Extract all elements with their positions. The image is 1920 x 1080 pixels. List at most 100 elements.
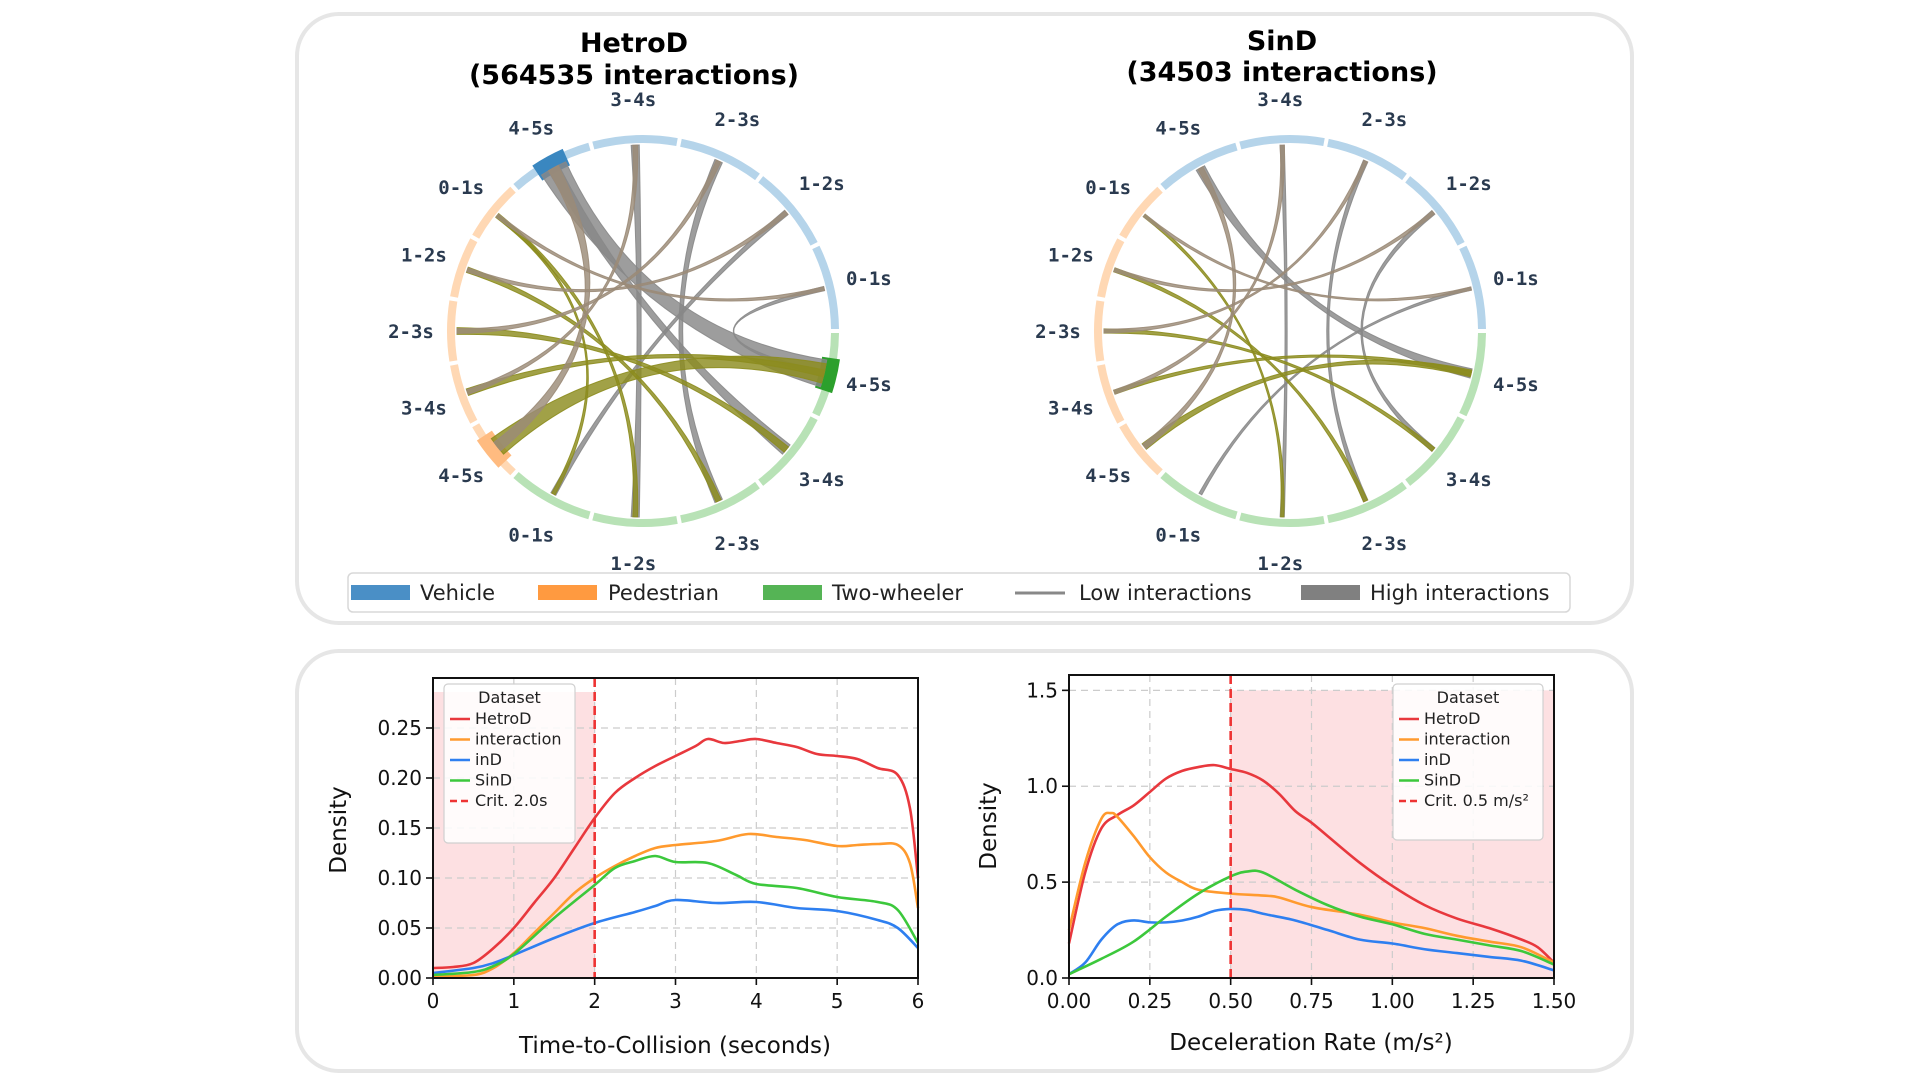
- bin-label: 1-2s: [610, 553, 656, 575]
- chord-pedestrian-two_wheeler: [1142, 213, 1285, 518]
- segment-two_wheeler-3-4s: [1405, 416, 1465, 486]
- segment-pedestrian-1-2s: [1097, 238, 1125, 298]
- chord-pedestrian-vehicle: [1142, 213, 1473, 302]
- bin-label: 2-3s: [714, 109, 760, 131]
- y-tick-label: 0.20: [377, 766, 422, 790]
- bin-label: 4-5s: [1085, 465, 1131, 487]
- segment-two_wheeler-0-1s: [1160, 472, 1238, 520]
- segment-two_wheeler-4-5s: [1459, 332, 1486, 417]
- segment-vehicle-2-3s: [680, 138, 760, 181]
- highlight-vehicle: [532, 148, 571, 181]
- segment-two_wheeler-2-3s: [680, 481, 760, 524]
- bin-label: 0-1s: [1155, 524, 1201, 546]
- bin-label: 2-3s: [388, 321, 434, 343]
- chord-pedestrian-two_wheeler: [456, 327, 790, 453]
- chord-panel: [295, 12, 1634, 625]
- y-tick-label: 1.5: [1026, 678, 1058, 702]
- segment-pedestrian-3-4s: [450, 364, 478, 424]
- bin-label: 3-4s: [799, 469, 845, 491]
- highlight-pedestrian: [476, 430, 512, 468]
- legend-vehicle-label: Vehicle: [420, 581, 495, 605]
- chord-pedestrian-vehicle: [495, 213, 826, 302]
- chord-pedestrian-vehicle: [1103, 159, 1369, 334]
- segment-vehicle-3-4s: [592, 135, 678, 150]
- legend-entry: Crit. 0.5 m/s²: [1424, 791, 1529, 810]
- chord-pedestrian-vehicle: [466, 210, 789, 293]
- segment-vehicle-0-1s: [1459, 245, 1486, 330]
- segment-vehicle-3-4s: [1239, 135, 1325, 150]
- legend-entry: SinD: [475, 771, 512, 790]
- bin-label: 4-5s: [1155, 118, 1201, 140]
- y-tick-label: 1.0: [1026, 774, 1058, 798]
- chord-pedestrian-two_wheeler: [1113, 354, 1473, 395]
- bin-label: 1-2s: [1048, 245, 1094, 267]
- legend-two-wheeler-swatch: [763, 585, 822, 600]
- segment-pedestrian-3-4s: [1097, 364, 1125, 424]
- chord-pedestrian-vehicle: [1113, 210, 1436, 293]
- highlight-two_wheeler: [814, 356, 840, 394]
- bin-label: 4-5s: [846, 374, 892, 396]
- bin-label: 3-4s: [1257, 89, 1303, 111]
- segment-vehicle-0-1s: [812, 245, 839, 330]
- legend-entry: interaction: [1424, 730, 1511, 749]
- legend-vehicle-swatch: [351, 585, 410, 600]
- bin-label: 0-1s: [1085, 177, 1131, 199]
- chord-diagram-hetrod: 0-1s 1-2s 2-3s 3-4s 4-5s 0-1s 1-2s 2-3s 3-4s 4-5s…: [388, 89, 892, 575]
- segment-pedestrian-1-2s: [450, 238, 478, 298]
- bin-label: 3-4s: [401, 397, 447, 419]
- y-tick-label: 0.10: [377, 866, 422, 890]
- bin-label: 2-3s: [1361, 533, 1407, 555]
- decel-xlabel: Deceleration Rate (m/s²): [1169, 1030, 1452, 1056]
- ttc-density-chart: 0 1 2 3 4 5 6 0.00 0.05 0.10 0.15 0.20 0.25 Dataset He…: [377, 677, 924, 1013]
- legend-pedestrian-label: Pedestrian: [608, 581, 719, 605]
- series-line-interaction: [432, 832, 920, 978]
- chord-vehicle-two_wheeler: [1360, 209, 1436, 453]
- legend-pedestrian-swatch: [538, 585, 597, 600]
- chord-pedestrian-vehicle: [493, 164, 591, 452]
- bin-label: 0-1s: [508, 524, 554, 546]
- bin-label: 2-3s: [1035, 321, 1081, 343]
- segment-two_wheeler-3-4s: [758, 416, 818, 486]
- x-tick-label: 5: [831, 989, 844, 1013]
- y-tick-label: 0.5: [1026, 870, 1058, 894]
- x-tick-label: 0.75: [1289, 989, 1334, 1013]
- chord-pedestrian-vehicle: [1141, 166, 1237, 450]
- legend-high-swatch: [1301, 585, 1360, 600]
- legend-entry: Crit. 2.0s: [475, 791, 547, 810]
- segment-vehicle-2-3s: [1327, 138, 1407, 181]
- bin-label: 1-2s: [1257, 553, 1303, 575]
- y-tick-label: 0.15: [377, 816, 422, 840]
- series-line-HetroD: [1067, 763, 1555, 964]
- bin-label: 3-4s: [1048, 397, 1094, 419]
- series-line-SinD: [1068, 869, 1555, 976]
- bin-label: 1-2s: [799, 173, 845, 195]
- segment-pedestrian-4-5s: [1119, 423, 1163, 476]
- x-tick-label: 2: [588, 989, 601, 1013]
- bin-label: 1-2s: [1446, 173, 1492, 195]
- chord-diagram-sind: 0-1s 1-2s 2-3s 3-4s 4-5s 0-1s 1-2s 2-3s 3-4s 4-5s…: [1035, 89, 1539, 575]
- y-tick-label: 0.0: [1026, 966, 1058, 990]
- segment-two_wheeler-0-1s: [513, 472, 591, 520]
- chord-pedestrian-two_wheeler: [1113, 267, 1369, 503]
- series-line-inD: [1068, 907, 1555, 976]
- bin-label: 4-5s: [508, 118, 554, 140]
- x-tick-label: 1: [507, 989, 520, 1013]
- legend-entry: HetroD: [475, 709, 531, 728]
- y-tick-label: 0.05: [377, 916, 422, 940]
- series-line-inD: [432, 898, 919, 975]
- segment-two_wheeler-1-2s: [592, 512, 678, 527]
- x-tick-label: 0: [427, 989, 440, 1013]
- bin-label: 1-2s: [401, 245, 447, 267]
- legend-high-label: High interactions: [1370, 581, 1549, 605]
- legend-entry: inD: [1424, 750, 1451, 769]
- chord-subtitle-hetrod: (564535 interactions): [469, 60, 799, 91]
- legend-low-label: Low interactions: [1079, 581, 1252, 605]
- x-tick-label: 1.00: [1370, 989, 1415, 1013]
- bin-label: 2-3s: [714, 533, 760, 555]
- chord-subtitle-sind: (34503 interactions): [1126, 57, 1437, 88]
- bin-label: 0-1s: [846, 268, 892, 290]
- bin-label: 4-5s: [438, 465, 484, 487]
- bin-label: 2-3s: [1361, 109, 1407, 131]
- series-line-SinD: [432, 854, 920, 977]
